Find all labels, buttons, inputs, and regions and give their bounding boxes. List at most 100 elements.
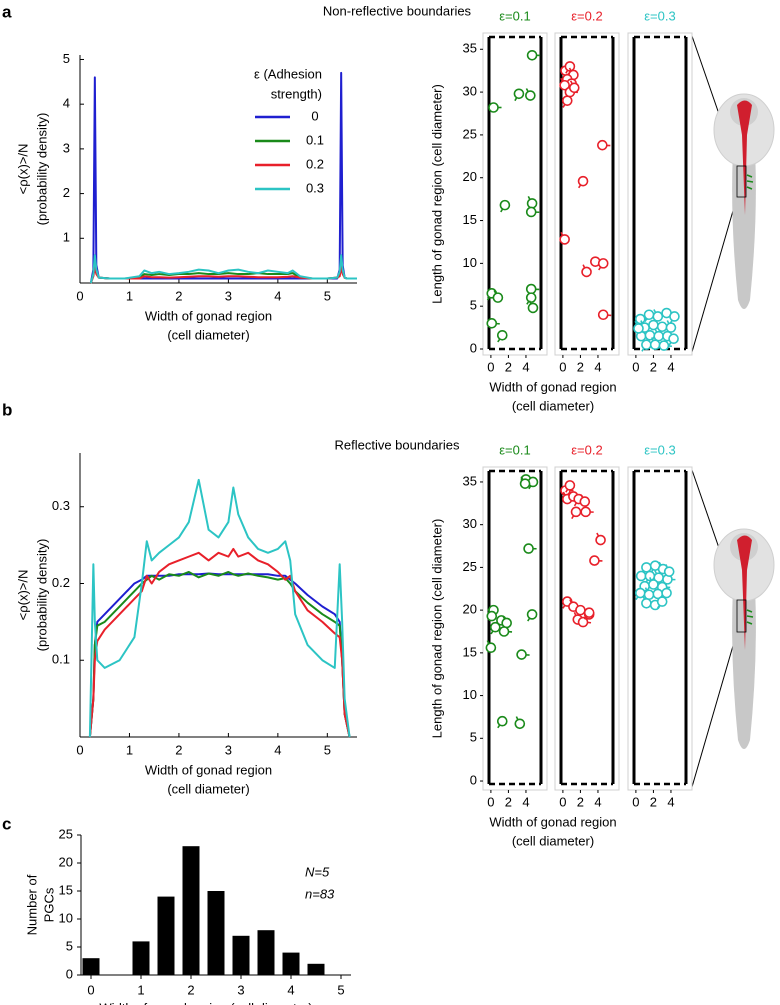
cell: [656, 596, 668, 607]
cell-protrusion: [651, 337, 654, 342]
cell-protrusion: [596, 532, 600, 537]
cell: [577, 616, 589, 628]
cell: [496, 330, 508, 341]
cell-protrusion: [515, 716, 519, 721]
y-tick-label: 10: [463, 687, 477, 702]
cell-protrusion: [525, 88, 529, 92]
cell: [486, 610, 498, 622]
y-tick-label: 15: [463, 212, 477, 227]
x-tick-label: 1: [137, 982, 144, 997]
x-axis-label: Width of gonad region (cell diameter): [99, 1000, 312, 1005]
x-tick-label: 0: [559, 359, 566, 374]
cell-protrusion: [562, 491, 566, 496]
cell-protrusion: [520, 476, 524, 481]
section-title: Reflective boundaries: [334, 437, 460, 452]
cell-protrusion: [562, 604, 566, 609]
x-tick-label: 2: [175, 742, 182, 757]
y-tick-label: 0.2: [52, 575, 70, 590]
panel-title: ε=0.3: [644, 8, 675, 23]
cell: [489, 621, 501, 633]
cell: [634, 313, 646, 325]
cell-protrusion: [634, 320, 638, 325]
y-tick-label: 5: [470, 298, 477, 313]
x-tick-label: 4: [667, 794, 674, 809]
legend-title: ε (Adhesion: [254, 66, 322, 81]
y-tick-label: 4: [63, 96, 70, 111]
x-tick-label: 0: [76, 288, 83, 303]
cell: [492, 292, 504, 303]
y-tick-label: 2: [63, 185, 70, 200]
cell: [581, 266, 592, 278]
y-tick-label: 1: [63, 230, 70, 245]
cell: [652, 311, 664, 322]
cell: [516, 649, 527, 660]
x-tick-label: 1: [126, 742, 133, 757]
panel-frame: [554, 466, 620, 791]
cell: [526, 609, 538, 620]
cell-protrusion: [665, 564, 669, 568]
cell: [575, 604, 586, 616]
panel-title: ε=0.1: [499, 8, 530, 23]
panel-frame: [554, 32, 620, 356]
cell-protrusion: [493, 290, 497, 294]
y-axis-label: Length of gonad region (cell diameter): [429, 84, 444, 304]
x-tick-label: 2: [505, 359, 512, 374]
x-tick-label: 0: [632, 359, 639, 374]
y-tick-label: 30: [463, 516, 477, 531]
cell-protrusion: [486, 640, 490, 645]
legend-label: 0.1: [306, 132, 324, 147]
y-tick-label: 20: [463, 602, 477, 617]
cell: [597, 309, 609, 321]
x-tick-label: 2: [577, 359, 584, 374]
cell-protrusion: [668, 341, 672, 346]
cell: [668, 333, 679, 345]
cell-protrusion: [569, 599, 573, 604]
cell-protrusion: [656, 604, 661, 609]
panel-title: ε=0.3: [644, 442, 675, 457]
cell-protrusion: [641, 347, 645, 352]
bar: [182, 846, 200, 975]
cell: [499, 199, 511, 211]
cell-protrusion: [580, 494, 584, 499]
cell-protrusion: [526, 300, 530, 305]
cell-protrusion: [640, 320, 644, 325]
cell-protrusion: [644, 587, 648, 592]
cell-protrusion: [666, 320, 670, 324]
cell-protrusion: [528, 485, 532, 490]
y-tick-label: 30: [463, 84, 477, 99]
cell: [488, 102, 499, 113]
cell: [663, 566, 675, 577]
cell-protrusion: [490, 630, 494, 635]
y-tick-label: 3: [63, 140, 70, 155]
cell: [641, 597, 652, 609]
legend-label: 0: [311, 108, 318, 123]
panel-title: ε=0.2: [571, 442, 602, 457]
cell-protrusion: [565, 488, 569, 493]
x-tick-label: 2: [650, 794, 657, 809]
fish-illustration-b: [691, 469, 775, 788]
cell-protrusion: [527, 617, 531, 622]
fish-illustration-a: [691, 35, 775, 353]
x-tick-label: 4: [594, 359, 601, 374]
x-tick-label: 4: [274, 288, 281, 303]
cell: [656, 321, 668, 333]
legend-label: 0.3: [306, 180, 324, 195]
x-tick-label: 5: [324, 288, 331, 303]
series-line: [88, 478, 351, 738]
cell: [597, 258, 609, 269]
cell: [485, 642, 497, 654]
panel-title: ε=0.2: [571, 8, 602, 23]
cell-protrusion: [560, 231, 564, 236]
y-tick-label: 10: [59, 910, 73, 925]
cell-protrusion: [653, 309, 657, 313]
cell-protrusion: [569, 80, 573, 85]
bar: [82, 958, 100, 975]
y-axis-label: Length of gonad region (cell diameter): [429, 519, 444, 739]
y-tick-label: 20: [463, 169, 477, 184]
cell: [641, 339, 652, 351]
x-tick-label: 0: [76, 742, 83, 757]
y-tick-label: 0: [470, 772, 477, 787]
bar: [232, 935, 250, 975]
series-line: [89, 266, 357, 284]
cell-protrusion: [583, 615, 588, 620]
